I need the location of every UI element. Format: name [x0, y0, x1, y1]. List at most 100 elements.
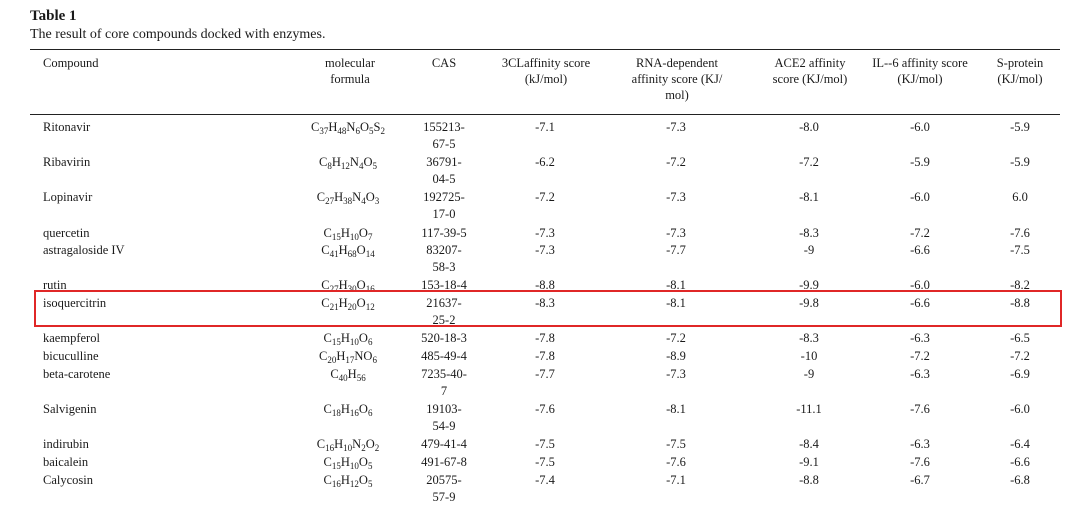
formula-subscript: 6: [372, 355, 377, 365]
cell-spike: -6.4: [1010, 437, 1030, 451]
formula-subscript: 8: [327, 161, 332, 171]
cell-rdrp: -7.2: [666, 331, 686, 345]
formula-subscript: 5: [367, 479, 373, 489]
formula-subscript: 20: [327, 355, 337, 365]
cell-rdrp: -7.1: [666, 473, 686, 487]
header-3cl: 3CLaffinity score (kJ/mol): [501, 56, 591, 86]
formula-subscript: 2: [361, 443, 366, 453]
cell-spike: 6.0: [1012, 190, 1028, 204]
cell-il6: -5.9: [910, 155, 930, 169]
cell-cas: 155213- 67-5: [410, 119, 478, 153]
formula-subscript: 10: [349, 461, 359, 471]
header-cas: CAS: [431, 56, 457, 70]
cell-formula: C16H10N2O2: [272, 436, 424, 453]
formula-element: H: [347, 367, 357, 381]
formula-subscript: 2: [380, 126, 385, 136]
cell-name: beta-carotene: [43, 367, 111, 381]
cell-ace2: -8.3: [799, 331, 819, 345]
cell-name: bicuculline: [43, 349, 99, 363]
formula-element: C: [321, 278, 330, 292]
cell-ace2: -9.8: [799, 296, 819, 310]
cell-clpro: -7.4: [535, 473, 555, 487]
cell-spike: -7.6: [1010, 226, 1030, 240]
cell-name: Ritonavir: [43, 120, 91, 134]
cell-spike: -6.5: [1010, 331, 1030, 345]
table-header: Compound molecular formula CAS 3CLaffini…: [0, 55, 1080, 113]
formula-subscript: 10: [349, 232, 359, 242]
formula-subscript: 20: [347, 302, 357, 312]
cell-formula: C27H38N4O3: [272, 189, 424, 206]
formula-element: O: [365, 190, 375, 204]
cell-clpro: -8.8: [535, 278, 555, 292]
cell-cas: 491-67-8: [410, 454, 478, 471]
cas-part: 67-5: [432, 137, 456, 151]
cell-rdrp: -7.3: [666, 120, 686, 134]
formula-element: S: [373, 120, 381, 134]
formula-element: C: [316, 190, 326, 204]
formula-element: N: [349, 155, 359, 169]
cell-name: indirubin: [43, 437, 89, 451]
cell-spike: -6.9: [1010, 367, 1030, 381]
formula-element: O: [358, 226, 368, 240]
cell-name: Calycosin: [43, 473, 93, 487]
formula-subscript: 37: [319, 126, 329, 136]
formula-element: H: [340, 226, 350, 240]
formula-element: C: [323, 331, 332, 345]
formula-element: H: [336, 349, 346, 363]
cas-part: 25-2: [432, 313, 456, 327]
formula-subscript: 18: [331, 408, 341, 418]
cell-cas: 83207- 58-3: [410, 242, 478, 276]
formula-element: O: [356, 243, 366, 257]
cell-ace2: -8.3: [799, 226, 819, 240]
cas-part: 04-5: [432, 172, 456, 186]
header-il6: IL--6 affinity score (KJ/mol): [872, 56, 968, 86]
formula-element: H: [328, 120, 338, 134]
formula-element: C: [321, 243, 330, 257]
formula-element: C: [319, 349, 328, 363]
formula-subscript: 16: [365, 284, 375, 294]
cas-part: 479-41-4: [421, 437, 467, 451]
formula-element: H: [340, 331, 350, 345]
cell-formula: C40H56: [272, 366, 424, 383]
cell-name: kaempferol: [43, 331, 100, 345]
cell-il6: -6.7: [910, 473, 930, 487]
formula-element: O: [356, 278, 366, 292]
formula-subscript: 16: [331, 479, 341, 489]
formula-element: O: [365, 437, 375, 451]
cas-part: 7: [440, 384, 448, 398]
cas-part: 19103-: [426, 402, 462, 416]
formula-subscript: 4: [358, 161, 364, 171]
formula-element: H: [340, 402, 350, 416]
formula-element: C: [323, 226, 332, 240]
formula-subscript: 4: [361, 196, 366, 206]
cell-name: rutin: [43, 278, 67, 292]
cell-ace2: -8.8: [799, 473, 819, 487]
cell-spike: -7.5: [1010, 243, 1030, 257]
cell-spike: -5.9: [1010, 120, 1030, 134]
cell-il6: -6.0: [910, 190, 930, 204]
cas-part: 20575-: [426, 473, 462, 487]
cell-il6: -6.0: [910, 120, 930, 134]
formula-element: H: [340, 473, 350, 487]
cell-formula: C41H68O14: [272, 242, 424, 259]
formula-subscript: 21: [329, 302, 339, 312]
cell-name: quercetin: [43, 226, 90, 240]
formula-element: H: [340, 455, 350, 469]
cell-rdrp: -7.2: [666, 155, 686, 169]
cell-il6: -7.6: [910, 402, 930, 416]
formula-element: O: [358, 331, 368, 345]
cas-part: 153-18-4: [421, 278, 467, 292]
formula-element: O: [363, 155, 373, 169]
formula-element: H: [334, 190, 344, 204]
cell-cas: 20575- 57-9: [410, 472, 478, 506]
cell-formula: C15H10O5: [272, 454, 424, 471]
cell-formula: C16H12O5: [272, 472, 424, 489]
table-title: The result of core compounds docked with…: [30, 27, 326, 42]
cell-spike: -8.2: [1010, 278, 1030, 292]
formula-element: H: [338, 243, 348, 257]
formula-subscript: 40: [338, 373, 348, 383]
cell-clpro: -7.8: [535, 331, 555, 345]
cell-il6: -7.2: [910, 349, 930, 363]
formula-element: O: [359, 120, 369, 134]
cell-name: isoquercitrin: [43, 296, 107, 310]
